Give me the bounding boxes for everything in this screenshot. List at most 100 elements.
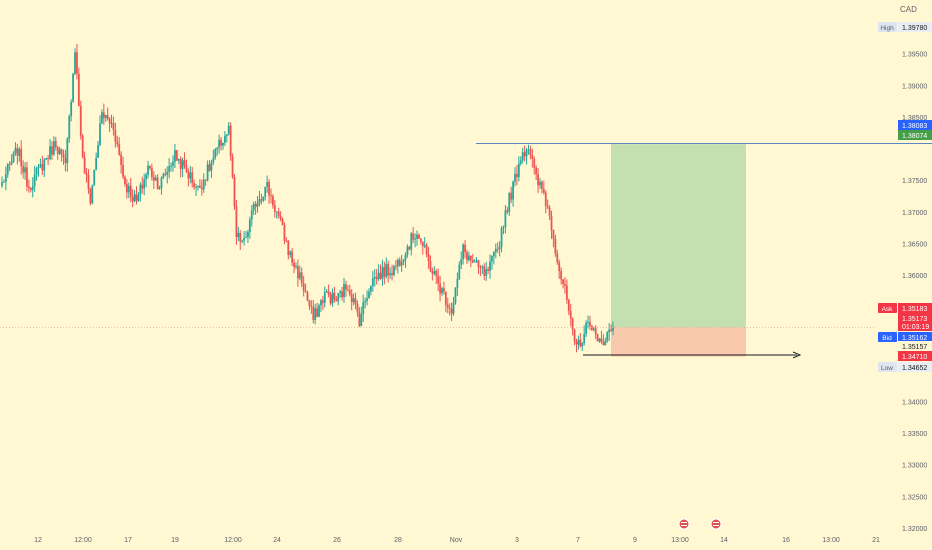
candle-body [195,187,197,188]
candle-body [581,343,584,347]
price-axis[interactable]: 1.39500 1.39000 1.38500 1.37500 1.37000 1.365… [902,52,927,533]
candle-body [577,339,580,345]
time-axis[interactable]: 12 12:00 17 19 12:00 24 26 28 Nov 3 7 9 13:00 14 16 13:… [34,518,880,544]
candle-body [170,165,172,167]
candle-body [41,164,44,171]
candle-body [285,240,288,242]
candle-body [177,158,180,161]
candle-body [3,181,5,183]
candle-body [210,162,213,171]
avg-price-tag-value-bg [898,341,932,351]
candle-body [425,245,428,255]
candle-body [4,174,7,182]
candle-body [227,125,230,135]
candle-body [460,259,463,265]
candle-body [325,291,328,293]
candle-body [346,289,349,291]
candle-body [237,232,240,238]
candle-body [556,253,559,263]
candle-body [49,146,51,160]
candle-body [598,338,601,342]
candle-body [469,255,472,261]
candle-body [327,291,330,295]
time-tick-label: 12:00 [74,537,92,544]
candle-body [450,308,453,314]
candle-body [337,293,340,302]
candle-body [296,265,299,279]
candle-body [452,303,455,314]
candle-body [585,322,588,334]
candle-body [14,148,17,154]
price-tick-label: 1.36000 [902,273,927,280]
candle-body [333,292,336,300]
candle-body [371,278,374,287]
candle-body [268,182,270,196]
candle-body [108,118,111,124]
candle-body [550,216,553,231]
arrow-head [792,351,802,359]
candle-body [573,329,576,342]
candle-body [612,327,614,331]
candle-body [408,246,411,250]
candle-body [137,194,140,201]
candle-body [560,271,563,280]
candle-body [394,266,397,267]
candle-body [225,134,228,136]
time-tick-label: 9 [633,537,637,544]
candle-body [368,291,370,299]
candle-body [216,147,219,150]
candle-body [610,329,612,331]
candle-body [373,277,376,279]
candle-body [370,286,372,292]
candle-body [306,292,309,301]
us-flag-icon [710,518,722,530]
candle-body [191,172,194,184]
candle-body [231,156,234,178]
candle-body [589,321,591,326]
candle-body [575,341,578,345]
candle-body [229,125,232,157]
candle-body [31,186,34,190]
candle-body [427,254,430,262]
last-price-tag: 1.35173 [898,313,932,323]
candle-body [220,139,222,146]
candle-body [260,199,263,201]
candle-body [383,266,386,277]
candle-body [508,192,511,212]
candle-body [441,288,443,294]
candle-body [110,123,113,125]
candle-body [112,123,115,131]
take-profit-tag-value-bg [898,130,932,140]
bid-tag-label-bg [878,332,897,342]
flag-stripe [713,525,719,526]
candle-body [37,166,40,168]
candle-body [308,300,311,306]
candle-body [93,169,96,186]
candle-body [281,218,284,226]
candle-body [527,149,530,151]
candle-body [139,184,142,195]
target-tag: 1.38083 [898,120,932,130]
low-tag-label-bg [878,362,897,372]
candle-body [335,299,338,302]
candle-body [535,167,538,175]
ask-tag: Ask 1.35183 [878,303,932,313]
candle-body [247,231,249,238]
candle-body [304,290,307,293]
candle-body [29,188,32,190]
candle-body [70,101,73,117]
candle-body [199,185,201,188]
candle-body [241,240,244,242]
candle-body [133,194,136,202]
candle-body [444,291,447,305]
time-tick-label: 26 [333,537,341,544]
candle-body [521,152,524,161]
candle-body [423,245,426,247]
horizontal-lines [0,143,932,359]
candle-body [496,248,499,250]
candle-body [391,273,393,275]
candle-body [500,227,503,247]
low-tag-value-bg [898,362,932,372]
